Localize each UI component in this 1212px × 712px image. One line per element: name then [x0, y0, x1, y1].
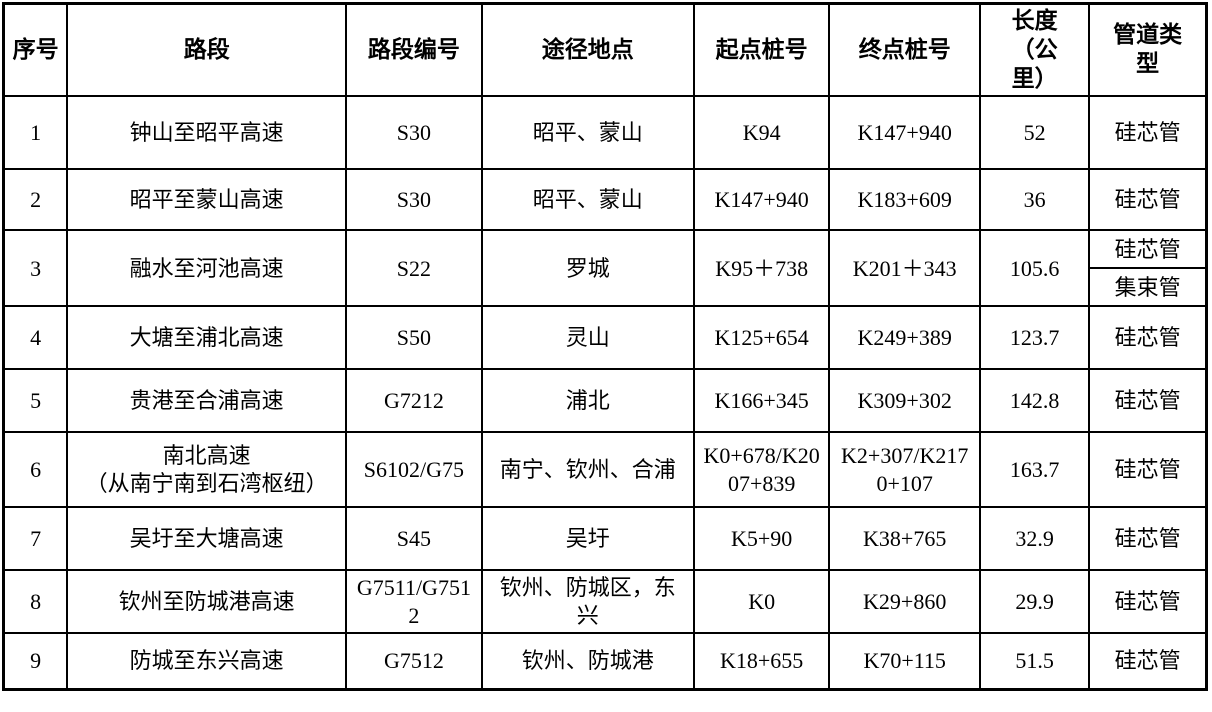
- cell-start: K18+655: [692, 632, 831, 691]
- cell-length: 52: [978, 95, 1091, 171]
- header-row: 序号 路段 路段编号 途径地点 起点桩号 终点桩号 长度 （公 里） 管道类 型: [2, 2, 1208, 98]
- cell-length: 163.7: [978, 431, 1091, 509]
- cell-index: 7: [2, 506, 69, 572]
- cell-pipe: 硅芯管: [1088, 95, 1208, 171]
- highway-pipeline-table: 序号 路段 路段编号 途径地点 起点桩号 终点桩号 长度 （公 里） 管道类 型…: [2, 2, 1208, 691]
- cell-via: 吴圩: [480, 506, 695, 572]
- cell-start: K95＋738: [692, 229, 831, 308]
- cell-code: S30: [345, 95, 483, 171]
- cell-pipe: 硅芯管: [1088, 305, 1208, 371]
- cell-start: K94: [692, 95, 831, 171]
- col-header-code: 路段编号: [345, 2, 483, 98]
- cell-code: G7512: [345, 632, 483, 691]
- cell-code: S6102/G75: [345, 431, 483, 509]
- col-header-via: 途径地点: [480, 2, 695, 98]
- cell-via: 灵山: [480, 305, 695, 371]
- cell-index: 4: [2, 305, 69, 371]
- cell-index: 9: [2, 632, 69, 691]
- cell-code: G7212: [345, 368, 483, 434]
- table-row: 7 吴圩至大塘高速 S45 吴圩 K5+90 K38+765 32.9 硅芯管: [2, 506, 1208, 572]
- cell-end: K201＋343: [828, 229, 981, 308]
- cell-index: 8: [2, 569, 69, 635]
- cell-code: S50: [345, 305, 483, 371]
- table-row: 3 融水至河池高速 S22 罗城 K95＋738 K201＋343 105.6 …: [2, 229, 1208, 308]
- cell-section: 钦州至防城港高速: [66, 569, 348, 635]
- cell-via: 钦州、防城区，东兴: [480, 569, 695, 635]
- cell-start: K0+678/K2007+839: [692, 431, 831, 509]
- cell-pipe: 硅芯管: [1088, 506, 1208, 572]
- cell-pipe: 硅芯管: [1088, 368, 1208, 434]
- cell-start: K0: [692, 569, 831, 635]
- cell-index: 3: [2, 229, 69, 308]
- cell-via: 昭平、蒙山: [480, 168, 695, 232]
- table-row: 4 大塘至浦北高速 S50 灵山 K125+654 K249+389 123.7…: [2, 305, 1208, 371]
- cell-end: K2+307/K2170+107: [828, 431, 981, 509]
- col-header-index: 序号: [2, 2, 69, 98]
- cell-length: 105.6: [978, 229, 1091, 308]
- col-header-pipe: 管道类 型: [1088, 2, 1208, 98]
- cell-length: 142.8: [978, 368, 1091, 434]
- cell-end: K70+115: [828, 632, 981, 691]
- cell-via: 钦州、防城港: [480, 632, 695, 691]
- cell-pipe: 硅芯管: [1088, 569, 1208, 635]
- cell-via: 浦北: [480, 368, 695, 434]
- cell-section: 钟山至昭平高速: [66, 95, 348, 171]
- cell-code: S45: [345, 506, 483, 572]
- cell-via: 罗城: [480, 229, 695, 308]
- cell-length: 32.9: [978, 506, 1091, 572]
- col-header-end: 终点桩号: [828, 2, 981, 98]
- cell-pipe: 硅芯管: [1088, 229, 1208, 270]
- cell-end: K309+302: [828, 368, 981, 434]
- cell-index: 1: [2, 95, 69, 171]
- cell-index: 5: [2, 368, 69, 434]
- cell-section: 贵港至合浦高速: [66, 368, 348, 434]
- cell-end: K29+860: [828, 569, 981, 635]
- cell-section: 大塘至浦北高速: [66, 305, 348, 371]
- cell-start: K5+90: [692, 506, 831, 572]
- cell-length: 36: [978, 168, 1091, 232]
- cell-section: 防城至东兴高速: [66, 632, 348, 691]
- cell-via: 南宁、钦州、合浦: [480, 431, 695, 509]
- cell-length: 29.9: [978, 569, 1091, 635]
- cell-end: K38+765: [828, 506, 981, 572]
- table-row: 5 贵港至合浦高速 G7212 浦北 K166+345 K309+302 142…: [2, 368, 1208, 434]
- cell-via: 昭平、蒙山: [480, 95, 695, 171]
- col-header-length: 长度 （公 里）: [978, 2, 1091, 98]
- table-row: 8 钦州至防城港高速 G7511/G7512 钦州、防城区，东兴 K0 K29+…: [2, 569, 1208, 635]
- cell-code: G7511/G7512: [345, 569, 483, 635]
- cell-index: 6: [2, 431, 69, 509]
- col-header-section: 路段: [66, 2, 348, 98]
- table-row-sub: 集束管: [4, 267, 1208, 308]
- cell-code: S30: [345, 168, 483, 232]
- col-header-start: 起点桩号: [692, 2, 831, 98]
- cell-end: K183+609: [828, 168, 981, 232]
- cell-pipe: 硅芯管: [1088, 168, 1208, 232]
- cell-section: 昭平至蒙山高速: [66, 168, 348, 232]
- cell-end: K249+389: [828, 305, 981, 371]
- table-row: 6 南北高速 （从南宁南到石湾枢纽） S6102/G75 南宁、钦州、合浦 K0…: [2, 431, 1208, 509]
- cell-section: 南北高速 （从南宁南到石湾枢纽）: [66, 431, 348, 509]
- cell-length: 51.5: [978, 632, 1091, 691]
- cell-end: K147+940: [828, 95, 981, 171]
- cell-pipe: 硅芯管: [1088, 431, 1208, 509]
- cell-code: S22: [345, 229, 483, 308]
- cell-length: 123.7: [978, 305, 1091, 371]
- cell-start: K125+654: [692, 305, 831, 371]
- cell-pipe: 集束管: [1088, 267, 1208, 308]
- cell-pipe: 硅芯管: [1088, 632, 1208, 691]
- cell-start: K147+940: [692, 168, 831, 232]
- cell-index: 2: [2, 168, 69, 232]
- table-row: 1 钟山至昭平高速 S30 昭平、蒙山 K94 K147+940 52 硅芯管: [2, 95, 1208, 171]
- table-row: 9 防城至东兴高速 G7512 钦州、防城港 K18+655 K70+115 5…: [2, 632, 1208, 691]
- cell-section: 融水至河池高速: [66, 229, 348, 308]
- cell-section: 吴圩至大塘高速: [66, 506, 348, 572]
- cell-start: K166+345: [692, 368, 831, 434]
- table-row: 2 昭平至蒙山高速 S30 昭平、蒙山 K147+940 K183+609 36…: [2, 168, 1208, 232]
